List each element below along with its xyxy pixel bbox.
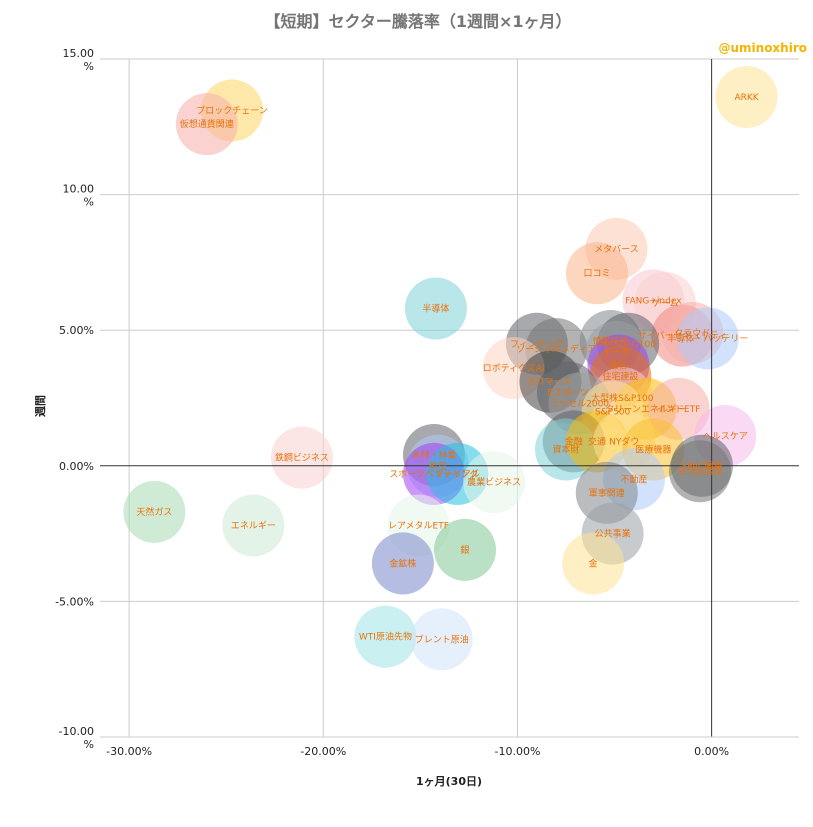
data-points bbox=[123, 65, 778, 671]
data-point[interactable] bbox=[676, 307, 739, 370]
data-point-label: 通信 bbox=[609, 359, 627, 371]
y-tick-label: 5.00% bbox=[59, 324, 94, 337]
data-point-label: 航空 bbox=[429, 460, 447, 472]
data-point-label: FANG+index bbox=[625, 296, 682, 306]
x-axis-title: 1ヶ月(30日) bbox=[416, 775, 482, 788]
data-point-label: サイバーセキュリティ bbox=[638, 331, 727, 342]
data-point-label: 軍事関連 bbox=[589, 487, 625, 499]
y-tick-label: 10.00% bbox=[63, 183, 95, 209]
data-point-label: 情報技術 bbox=[593, 335, 629, 347]
data-point[interactable] bbox=[566, 242, 629, 305]
data-point-label: クラウド bbox=[674, 328, 710, 339]
data-point-label: Eコマース bbox=[530, 378, 571, 388]
data-point-label: 農業ビジネス bbox=[467, 476, 521, 488]
data-point-label: NASDAQ100 bbox=[600, 340, 656, 350]
data-point[interactable] bbox=[404, 277, 467, 340]
data-point-label: 半導体・バッテリー bbox=[667, 332, 748, 344]
data-point-label: インドETF bbox=[657, 405, 700, 415]
y-tick-label: -10.00% bbox=[59, 725, 94, 751]
data-point[interactable] bbox=[562, 532, 625, 595]
data-point[interactable] bbox=[668, 440, 731, 503]
data-point-label: 資本財 bbox=[552, 444, 579, 456]
data-point-label: 不動産 bbox=[620, 473, 647, 485]
data-point[interactable] bbox=[175, 93, 238, 156]
data-point[interactable] bbox=[354, 605, 417, 668]
data-point-label: 口コミ bbox=[584, 269, 611, 279]
data-point-label: スポーツベッティング bbox=[389, 468, 478, 480]
y-tick-label: -5.00% bbox=[55, 595, 94, 608]
data-point-label: エネルギー bbox=[231, 520, 276, 531]
data-point-label: データ bbox=[603, 346, 630, 358]
data-point-label: フィンテック bbox=[510, 339, 564, 350]
data-point[interactable] bbox=[222, 494, 285, 557]
data-point-label: 金鉱株 bbox=[389, 557, 416, 569]
data-point-label: WTI原油先物 bbox=[359, 631, 412, 643]
data-point[interactable] bbox=[410, 608, 473, 671]
data-point[interactable] bbox=[270, 426, 333, 489]
data-point[interactable] bbox=[463, 451, 526, 514]
data-point-label: ヘルスケア bbox=[703, 431, 748, 442]
y-tick-label: 0.00% bbox=[59, 460, 94, 473]
data-point-label: クリーンエネルギー bbox=[605, 404, 686, 415]
data-point-label: ARKK bbox=[734, 93, 759, 103]
x-tick-label: -10.00% bbox=[494, 745, 540, 758]
data-point-label: 大型株S&P100 bbox=[591, 392, 654, 404]
data-point-label: レアメタルETF bbox=[388, 520, 449, 531]
data-point-label: メタバース bbox=[594, 244, 639, 255]
data-point-label: 金 bbox=[589, 557, 598, 569]
data-point-label: 金融 bbox=[565, 435, 583, 447]
data-point[interactable] bbox=[434, 518, 497, 581]
data-point-label: S&P500 bbox=[595, 408, 631, 418]
data-point-label: ゲーム bbox=[652, 297, 679, 309]
data-point-label: ロボティクスAI bbox=[483, 363, 545, 374]
data-point-label: 天然ガス bbox=[136, 506, 172, 518]
data-point-label: ラッセル2000 bbox=[550, 398, 609, 409]
data-point-label: 生活必需品 bbox=[677, 465, 722, 477]
y-axis-title: 週間 bbox=[33, 395, 47, 417]
data-point-label: 交通 bbox=[588, 435, 606, 447]
data-point-label: SPAC関連 bbox=[681, 460, 722, 472]
x-tick-label: 0.00% bbox=[694, 745, 729, 758]
data-point-label: NYダウ bbox=[609, 435, 639, 447]
axes: 15.00 % 10.00 % 5.00% 0.00% -5.00% -10.00 % -30.0… bbox=[55, 47, 799, 758]
data-point-label: ソーシャルメディア bbox=[516, 343, 596, 355]
data-point-label: 木材・林業 bbox=[411, 449, 456, 461]
data-point[interactable] bbox=[371, 532, 434, 595]
data-point-label: 公共事業 bbox=[595, 528, 631, 540]
data-point-label: 住宅建設 bbox=[602, 370, 638, 382]
data-point-label: 仮想通貨関連 bbox=[180, 118, 234, 130]
x-tick-label: -20.00% bbox=[300, 745, 346, 758]
data-point-label: Eスポーツ bbox=[547, 388, 589, 399]
data-point-label: 医療機器 bbox=[635, 444, 671, 456]
y-tick-label: 15.00% bbox=[63, 47, 95, 73]
data-point-label: マテリアル bbox=[435, 469, 480, 480]
data-point[interactable] bbox=[123, 480, 186, 543]
data-point[interactable] bbox=[715, 65, 778, 128]
chart-credit: @uminoxhiro bbox=[718, 41, 807, 55]
data-point-label: ブロックチェーン bbox=[196, 105, 268, 117]
chart-title: 【短期】セクター騰落率（1週間×1ヶ月） bbox=[264, 12, 571, 31]
data-point-label: 銀 bbox=[461, 544, 470, 556]
x-tick-label: -30.00% bbox=[106, 745, 152, 758]
data-point-label: 半導体 bbox=[422, 303, 449, 315]
data-point-label: 鉄鋼ビジネス bbox=[275, 452, 329, 464]
data-point-label: ブレント原油 bbox=[415, 633, 469, 645]
